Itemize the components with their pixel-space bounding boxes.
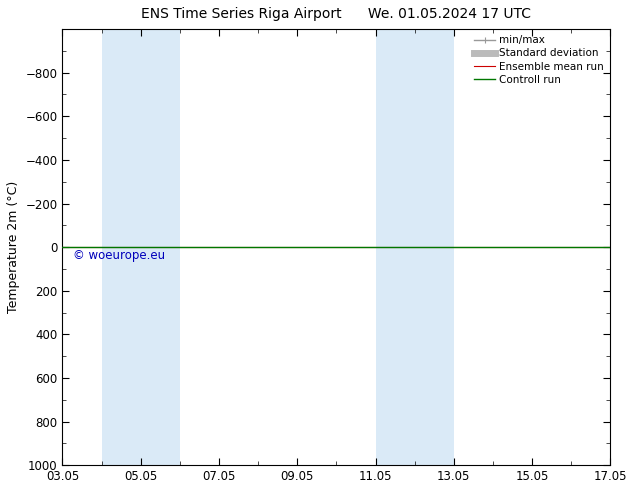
- Bar: [375, 29, 454, 465]
- Y-axis label: Temperature 2m (°C): Temperature 2m (°C): [7, 181, 20, 313]
- Text: © woeurope.eu: © woeurope.eu: [74, 249, 165, 262]
- Title: ENS Time Series Riga Airport      We. 01.05.2024 17 UTC: ENS Time Series Riga Airport We. 01.05.2…: [141, 7, 531, 21]
- Legend: min/max, Standard deviation, Ensemble mean run, Controll run: min/max, Standard deviation, Ensemble me…: [470, 31, 608, 89]
- Bar: [101, 29, 180, 465]
